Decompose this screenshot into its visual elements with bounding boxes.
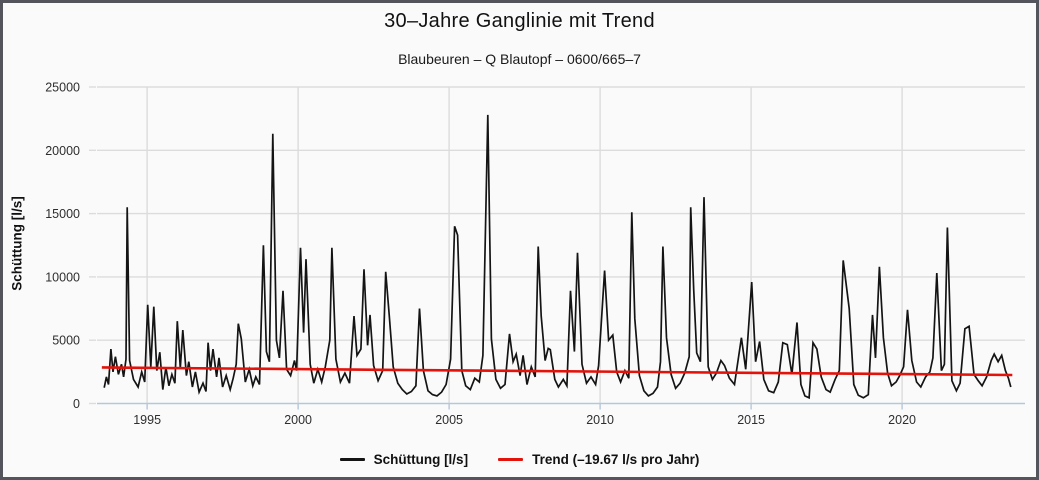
y-tick-label: 20000 — [45, 144, 80, 158]
x-tick-label: 1995 — [133, 413, 161, 427]
y-tick-label: 0 — [73, 397, 80, 411]
legend-label-series: Schüttung [l/s] — [373, 452, 469, 467]
x-tick-label: 2015 — [737, 413, 765, 427]
series-line — [103, 114, 1012, 400]
gridlines — [97, 86, 1025, 404]
trend-line — [101, 366, 1013, 377]
series-line-swatch — [339, 458, 365, 461]
legend-item-trend: Trend (–19.67 l/s pro Jahr) — [498, 452, 699, 467]
x-tick-label: 2005 — [435, 413, 463, 427]
legend-item-series: Schüttung [l/s] — [339, 452, 469, 467]
tick-labels: 0 5000 10000 15000 20000 25000 1995 2000 2005 201… — [45, 81, 916, 428]
chart-title: 30–Jahre Ganglinie mit Trend — [384, 10, 655, 32]
axes — [89, 86, 1025, 410]
y-tick-label: 5000 — [52, 334, 80, 348]
x-tick-label: 2010 — [586, 413, 614, 427]
legend: Schüttung [l/s] Trend (–19.67 l/s pro Ja… — [3, 452, 1036, 467]
y-tick-label: 25000 — [45, 81, 80, 95]
y-tick-label: 15000 — [45, 207, 80, 221]
plot-area: 0 5000 10000 15000 20000 25000 1995 2000 2005 201… — [45, 81, 1025, 428]
legend-label-trend: Trend (–19.67 l/s pro Jahr) — [532, 452, 700, 467]
x-tick-label: 2020 — [888, 413, 916, 427]
x-tick-label: 2000 — [284, 413, 312, 427]
chart-subtitle: Blaubeuren – Q Blautopf – 0600/665–7 — [398, 51, 641, 67]
y-tick-label: 10000 — [45, 270, 80, 284]
trend-line-swatch — [498, 457, 524, 462]
